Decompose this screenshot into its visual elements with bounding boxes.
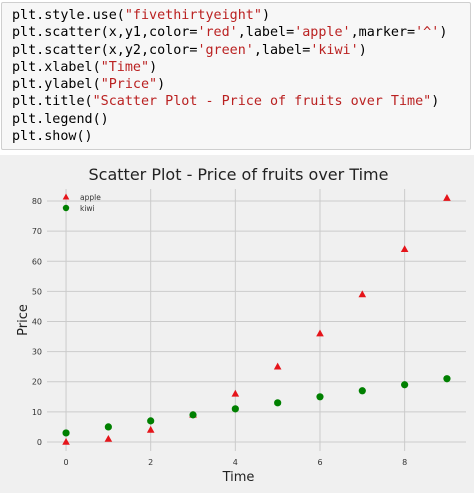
code-string-token: 'green' <box>197 42 254 58</box>
x-tick-label: 8 <box>402 458 407 467</box>
kiwi-point <box>231 405 239 413</box>
apple-point <box>400 245 409 253</box>
legend-kiwi-label: kiwi <box>80 204 95 213</box>
x-tick-label: 6 <box>317 458 322 467</box>
code-editor[interactable]: plt.style.use("fivethirtyeight") plt.sca… <box>12 7 447 145</box>
code-string-token: "fivethirtyeight" <box>124 8 262 23</box>
legend-apple-label: apple <box>80 193 101 202</box>
y-tick-label: 50 <box>32 287 42 296</box>
apple-point <box>231 389 240 397</box>
code-line: plt.legend() <box>12 112 109 127</box>
y-tick-label: 40 <box>32 318 42 327</box>
kiwi-point <box>104 423 112 431</box>
code-line: plt.style.use("fivethirtyeight") <box>12 8 270 23</box>
y-tick-label: 10 <box>32 408 42 417</box>
code-token: ) <box>439 25 448 41</box>
code-line: plt.title("Scatter Plot - Price of fruit… <box>12 94 439 109</box>
code-token: ) <box>149 59 158 75</box>
apple-point <box>62 437 70 445</box>
kiwi-point <box>62 429 70 437</box>
y-tick-label: 20 <box>32 378 42 387</box>
kiwi-point <box>443 375 451 383</box>
code-token: ,label= <box>253 42 311 58</box>
code-token: ) <box>431 94 440 110</box>
code-token: plt.show() <box>12 129 93 145</box>
code-token: plt.scatter(x,y1,color= <box>12 25 198 41</box>
code-token: plt.scatter(x,y2,color= <box>12 42 198 58</box>
plot-area <box>47 189 466 451</box>
code-string-token: "Time" <box>100 59 150 75</box>
apple-point <box>358 290 367 298</box>
apple-point <box>443 194 451 201</box>
code-string-token: 'kiwi' <box>310 42 359 58</box>
kiwi-point <box>358 387 366 395</box>
y-tick-label: 30 <box>32 348 42 357</box>
code-line: plt.show() <box>12 129 93 144</box>
y-axis-label: Price <box>16 304 31 336</box>
code-string-token: "Price" <box>100 77 158 93</box>
chart-title: Scatter Plot - Price of fruits over Time <box>89 165 389 184</box>
code-line: plt.xlabel("Time") <box>12 60 157 75</box>
kiwi-point <box>147 417 155 425</box>
y-tick-label: 70 <box>32 227 42 236</box>
plot-output: 0 10 20 30 40 50 60 70 80 0 2 4 6 8 Scatter Plot - Pri… <box>0 155 474 493</box>
code-string-token: "Scatter Plot - Price of fruits over Tim… <box>92 94 432 110</box>
code-token: ) <box>358 42 367 58</box>
code-token: ,marker= <box>350 25 416 41</box>
code-string-token: '^' <box>415 25 440 41</box>
code-line: plt.scatter(x,y2,color='green',label='ki… <box>12 43 367 58</box>
code-token: ) <box>157 77 166 93</box>
code-token: plt.ylabel( <box>12 77 101 93</box>
kiwi-point <box>189 411 197 419</box>
apple-point <box>104 434 113 442</box>
code-token: plt.title( <box>12 94 93 110</box>
code-string-token: 'apple' <box>294 25 351 41</box>
apple-point <box>146 425 155 433</box>
code-token: plt.xlabel( <box>12 59 101 75</box>
code-line: plt.scatter(x,y1,color='red',label='appl… <box>12 25 447 40</box>
code-token: plt.legend() <box>12 111 109 127</box>
x-tick-label: 0 <box>63 458 68 467</box>
y-tick-label: 80 <box>32 197 42 206</box>
kiwi-point <box>274 399 282 407</box>
y-tick-label: 60 <box>32 257 42 266</box>
apple-point <box>273 362 282 370</box>
code-cell[interactable]: plt.style.use("fivethirtyeight") plt.sca… <box>1 2 471 150</box>
code-token: plt.style.use( <box>12 8 125 23</box>
apple-point <box>316 329 324 337</box>
code-token: ,label= <box>237 25 295 41</box>
x-tick-label: 2 <box>148 458 153 467</box>
x-axis-label: Time <box>222 470 255 485</box>
x-tick-label: 4 <box>233 458 238 467</box>
kiwi-point <box>401 381 409 389</box>
kiwi-point <box>316 393 324 401</box>
legend-kiwi-marker <box>62 204 70 212</box>
legend-apple-marker <box>62 193 70 200</box>
code-token: ) <box>261 8 270 23</box>
y-tick-label: 0 <box>37 438 42 447</box>
code-line: plt.ylabel("Price") <box>12 77 165 92</box>
code-string-token: 'red' <box>197 25 238 41</box>
scatter-chart: 0 10 20 30 40 50 60 70 80 0 2 4 6 8 Scatter Plot - Pri… <box>0 155 474 493</box>
